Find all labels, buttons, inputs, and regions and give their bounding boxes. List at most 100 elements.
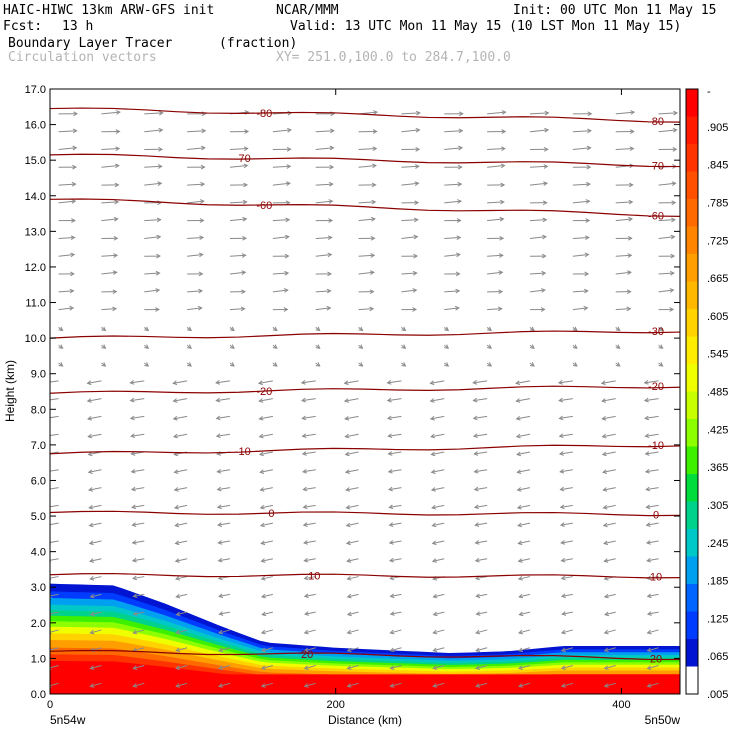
vector-arrow (258, 451, 273, 457)
vector-arrow (303, 557, 316, 563)
vector-arrow (386, 415, 402, 421)
vector-arrow (487, 163, 506, 169)
vector-arrow (603, 593, 616, 599)
vector-arrow (486, 344, 492, 349)
vector-arrow (343, 380, 359, 386)
vector-arrow (175, 665, 188, 670)
vector-arrow (444, 199, 462, 204)
colorbar-swatch (686, 89, 698, 117)
vector-arrow (603, 682, 616, 688)
vector-arrow (432, 647, 445, 653)
vector-arrow (572, 181, 591, 187)
vector-arrow (187, 235, 205, 241)
init-time: Init: 00 UTC Mon 11 May 15 (513, 3, 717, 18)
vector-arrow (258, 398, 273, 403)
vector-arrow (516, 451, 531, 457)
vector-arrow (387, 486, 402, 492)
vector-arrow (559, 522, 573, 527)
vector-arrow (259, 522, 273, 528)
vector-arrow (387, 468, 402, 474)
vector-arrow (432, 665, 445, 670)
vector-arrow (187, 252, 204, 258)
isotherm-label: -30 (648, 326, 664, 338)
vector-arrow (401, 344, 407, 349)
vector-arrow (58, 344, 64, 349)
vector-arrow (89, 576, 102, 581)
vector-arrow (217, 682, 231, 688)
org-label: NCAR/MMM (276, 3, 339, 18)
vector-arrow (87, 415, 102, 421)
vector-arrow (303, 540, 316, 545)
vector-arrow (529, 181, 549, 186)
vector-arrow (101, 235, 119, 241)
vector-arrow (558, 397, 573, 403)
vector-arrow (472, 380, 488, 385)
vector-arrow (50, 451, 59, 454)
vector-arrow (430, 433, 445, 439)
y-tick-label: 1.0 (31, 653, 46, 665)
vector-arrow (144, 307, 160, 312)
vector-arrow (529, 307, 546, 312)
vector-arrow (615, 146, 635, 152)
vector-arrow (517, 682, 531, 688)
vector-arrow (644, 433, 659, 439)
vector-arrow (388, 522, 402, 527)
vector-arrow (216, 504, 231, 510)
vector-arrow (475, 629, 488, 635)
vector-arrow (144, 270, 161, 276)
vector-arrow (401, 307, 418, 312)
vector-arrow (358, 306, 375, 312)
vector-arrow (487, 129, 507, 134)
vector-arrow (432, 593, 445, 599)
vector-arrow (518, 593, 531, 599)
vector-arrow (603, 629, 616, 635)
vector-arrow (572, 199, 591, 204)
colorbar-label: .785 (707, 197, 728, 209)
vector-arrow (89, 682, 102, 688)
vector-arrow (444, 181, 463, 187)
vector-arrow (131, 504, 145, 510)
vector-arrow (487, 235, 505, 241)
vector-arrow (315, 145, 335, 151)
vector-arrow (358, 163, 377, 169)
vector-arrow (487, 270, 504, 275)
vector-arrow (560, 629, 573, 635)
vector-arrow (600, 380, 616, 386)
vector-arrow (444, 305, 460, 311)
vector-arrow (50, 504, 59, 510)
y-tick-label: 0.0 (31, 689, 46, 701)
vector-arrow (517, 629, 531, 635)
vector-arrow (144, 127, 164, 133)
vector-arrow (658, 200, 677, 206)
vector-arrow (572, 362, 578, 367)
isotherm-label: -20 (256, 386, 272, 398)
vector-arrow (517, 522, 531, 528)
vector-arrow (101, 306, 118, 312)
vector-arrow (132, 665, 145, 670)
vector-arrow (658, 362, 664, 367)
vector-arrow (229, 216, 248, 222)
vector-arrow (358, 146, 378, 152)
vector-arrow (315, 362, 321, 367)
x-tick-label: 200 (327, 699, 345, 711)
xy-range: XY= 251.0,100.0 to 284.7,100.0 (276, 50, 511, 65)
vector-arrow (557, 380, 573, 385)
vector-arrow (487, 306, 503, 312)
vector-arrow (389, 557, 402, 563)
vector-arrow (558, 451, 573, 456)
vector-arrow (387, 451, 402, 456)
vector-arrow (560, 540, 573, 545)
vector-arrow (101, 253, 119, 258)
vector-arrow (386, 380, 402, 385)
isotherm-label: -60 (648, 210, 664, 222)
vector-arrow (272, 288, 289, 293)
isotherm-label: 10 (308, 571, 320, 583)
vector-arrow (101, 289, 118, 295)
vector-arrow (132, 629, 145, 635)
vector-arrow (615, 306, 632, 312)
vector-arrow (389, 665, 402, 670)
vector-arrow (389, 629, 402, 635)
fcst-value: 13 h (62, 19, 94, 34)
vector-arrow (216, 486, 231, 492)
vector-arrow (517, 665, 531, 670)
